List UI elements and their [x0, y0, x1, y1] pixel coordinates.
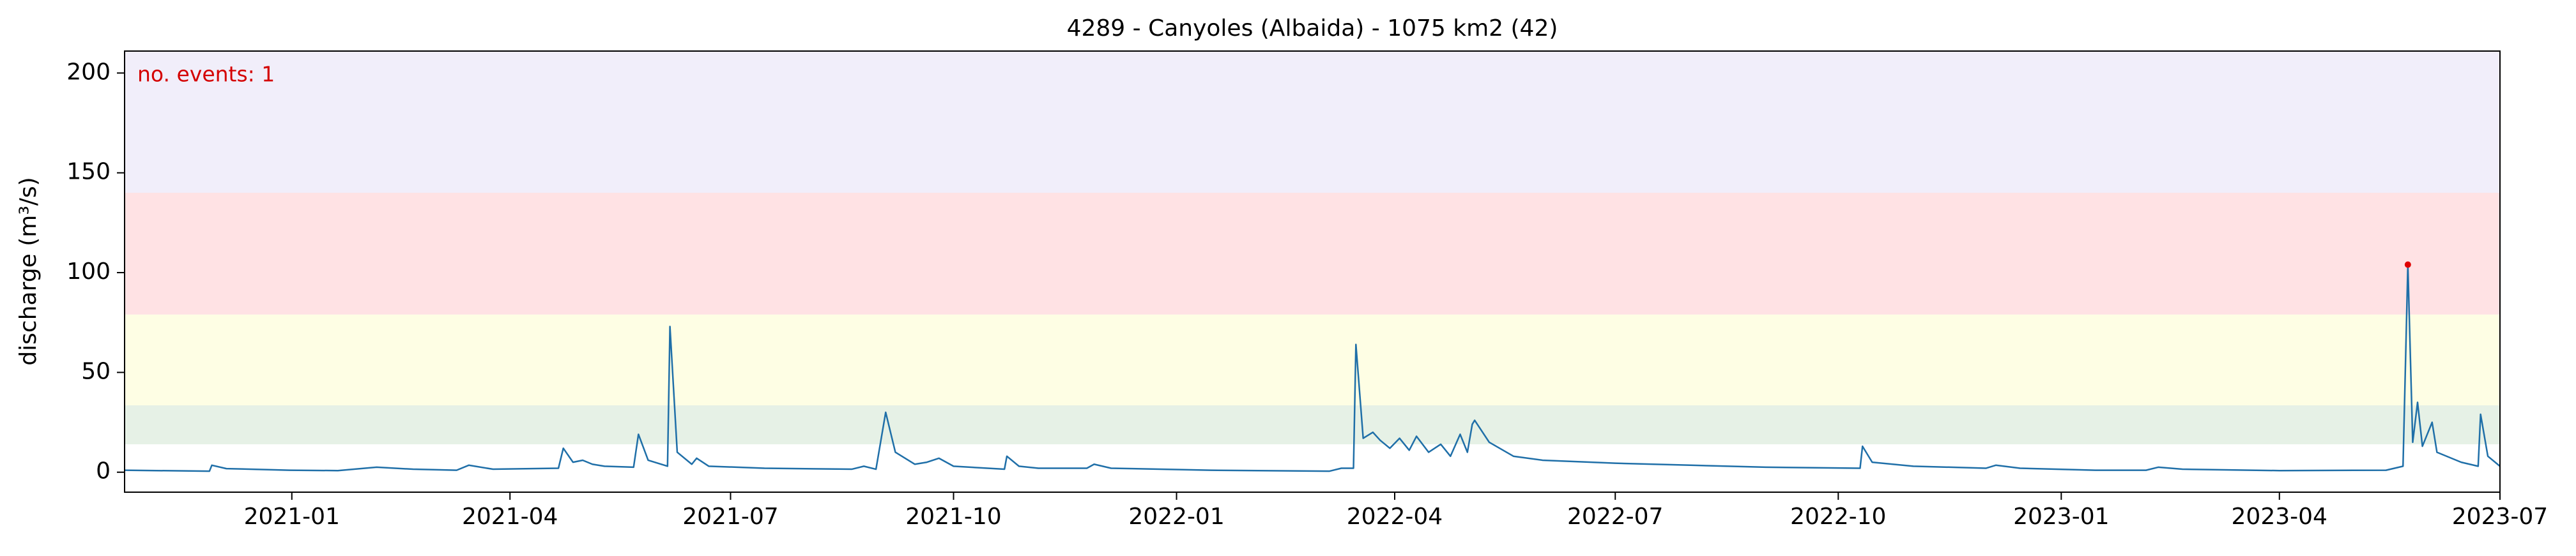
threshold-band: [125, 192, 2500, 315]
x-tick-label: 2021-01: [244, 504, 340, 530]
y-tick-label: 200: [66, 59, 111, 85]
x-tick-label: 2021-07: [682, 504, 778, 530]
event-marker: [2404, 261, 2411, 268]
y-tick-label: 0: [96, 458, 111, 485]
y-tick-label: 150: [66, 159, 111, 185]
y-axis-label: discharge (m³/s): [15, 177, 42, 365]
discharge-line: [124, 264, 2501, 472]
event-count: no. events: 1: [137, 62, 275, 87]
threshold-band: [125, 314, 2500, 405]
chart-title: 4289 - Canyoles (Albaida) - 1075 km2 (42…: [1067, 15, 1558, 41]
x-tick-label: 2022-07: [1567, 504, 1663, 530]
x-tick-label: 2021-10: [905, 504, 1001, 530]
x-tick-label: 2023-01: [2013, 504, 2109, 530]
threshold-band: [125, 51, 2500, 193]
y-tick-label: 100: [66, 259, 111, 285]
x-tick-label: 2021-04: [462, 504, 558, 530]
x-tick-label: 2023-07: [2452, 504, 2548, 530]
y-tick-label: 50: [81, 358, 111, 384]
plot-frame: [124, 50, 2501, 493]
x-tick-label: 2022-04: [1347, 504, 1443, 530]
x-tick-label: 2022-10: [1790, 504, 1886, 530]
threshold-band: [125, 405, 2500, 444]
x-tick-label: 2023-04: [2232, 504, 2327, 530]
x-tick-label: 2022-01: [1128, 504, 1224, 530]
